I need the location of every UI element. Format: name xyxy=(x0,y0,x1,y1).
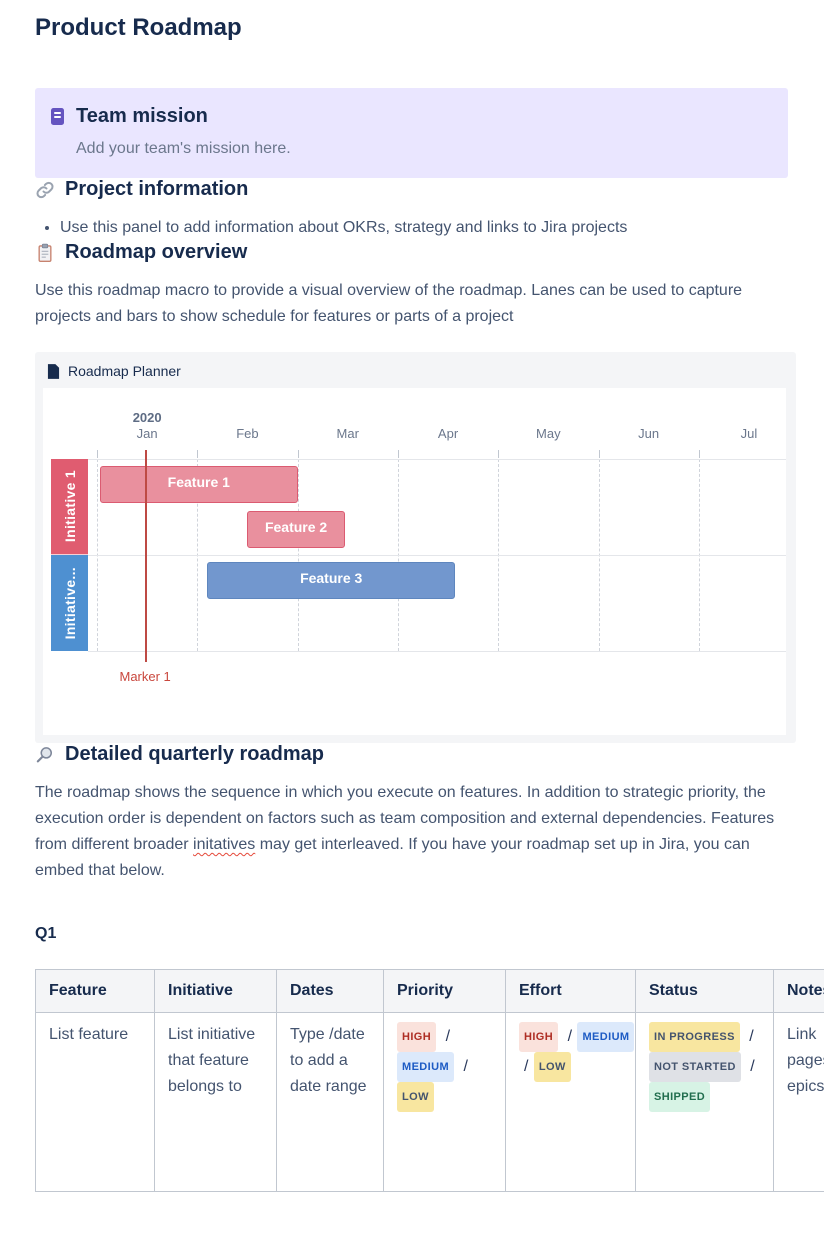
feature-bar-feature-2[interactable]: Feature 2 xyxy=(247,511,344,548)
feature-bar-label: Feature 1 xyxy=(168,474,230,490)
detailed-roadmap-paragraph: The roadmap shows the sequence in which … xyxy=(35,780,788,884)
q1-roadmap-table: Feature Initiative Dates Priority Effort… xyxy=(35,969,824,1192)
badge-separator: / xyxy=(524,1058,528,1075)
lane-label-text: Initiative... xyxy=(62,567,78,639)
timeline-month-label: Mar xyxy=(298,426,398,441)
project-information-title: Project information xyxy=(65,178,248,201)
lozenge-medium: MEDIUM xyxy=(577,1022,634,1052)
month-tick xyxy=(599,450,600,458)
badge-separator: / xyxy=(463,1058,467,1075)
detailed-roadmap-title: Detailed quarterly roadmap xyxy=(65,743,324,766)
month-tick xyxy=(498,450,499,458)
cell-feature: List feature xyxy=(36,1013,155,1192)
lozenge-high: HIGH xyxy=(397,1022,436,1052)
lane-separator-line xyxy=(88,459,786,460)
mission-placeholder: Add your team's mission here. xyxy=(76,140,772,158)
cell-initiative: List initiative that feature belongs to xyxy=(155,1013,277,1192)
badge-separator: / xyxy=(750,1058,754,1075)
badge-line: HIGH / MEDIUM xyxy=(519,1022,622,1052)
marker-label: Marker 1 xyxy=(95,669,195,684)
col-header-dates: Dates xyxy=(277,970,384,1013)
badge-line: LOW xyxy=(397,1082,492,1112)
cell-notes: Linkpagesepics xyxy=(774,1013,824,1192)
lane-label-text: Initiative 1 xyxy=(62,470,78,542)
roadmap-overview-description: Use this roadmap macro to provide a visu… xyxy=(35,278,788,330)
month-tick xyxy=(699,450,700,458)
lozenge-in-progress: IN PROGRESS xyxy=(649,1022,740,1052)
journal-icon xyxy=(51,108,64,125)
badge-line: SHIPPED xyxy=(649,1082,760,1112)
macro-label: Roadmap Planner xyxy=(68,363,181,379)
link-icon xyxy=(35,180,55,200)
timeline-month-label: Jan xyxy=(97,426,197,441)
lozenge-low: LOW xyxy=(397,1082,434,1112)
project-information-bullet: Use this panel to add information about … xyxy=(60,215,788,241)
timeline-year-label: 2020 xyxy=(97,410,197,425)
q1-heading: Q1 xyxy=(35,925,788,943)
lane-label-1[interactable]: Initiative 1 xyxy=(51,459,88,555)
lozenge-medium: MEDIUM xyxy=(397,1052,454,1082)
month-tick xyxy=(398,450,399,458)
mission-title: Team mission xyxy=(76,105,208,128)
badge-line: NOT STARTED / xyxy=(649,1052,760,1082)
feature-bar-feature-1[interactable]: Feature 1 xyxy=(100,466,298,503)
badge-line: HIGH / xyxy=(397,1022,492,1052)
lozenge-not-started: NOT STARTED xyxy=(649,1052,741,1082)
col-header-notes: Notes xyxy=(774,970,824,1013)
col-header-status: Status xyxy=(636,970,774,1013)
timeline-month-label: Jun xyxy=(599,426,699,441)
lozenge-shipped: SHIPPED xyxy=(649,1082,710,1112)
feature-bar-label: Feature 3 xyxy=(300,570,362,586)
badge-separator: / xyxy=(749,1028,753,1045)
badge-separator: / xyxy=(568,1028,572,1045)
cell-status: IN PROGRESS / NOT STARTED / SHIPPED xyxy=(636,1013,774,1192)
col-header-effort: Effort xyxy=(506,970,636,1013)
lozenge-high: HIGH xyxy=(519,1022,558,1052)
marker-line[interactable] xyxy=(145,450,147,662)
timeline-month-label: Apr xyxy=(398,426,498,441)
detailed-roadmap-heading: Detailed quarterly roadmap xyxy=(35,743,788,766)
page-title: Product Roadmap xyxy=(35,14,788,42)
clipboard-icon xyxy=(35,243,55,263)
table-header-row: Feature Initiative Dates Priority Effort… xyxy=(36,970,824,1013)
q1-table-container: Feature Initiative Dates Priority Effort… xyxy=(35,969,824,1192)
timeline-month-label: Feb xyxy=(197,426,297,441)
roadmap-overview-heading: Roadmap overview xyxy=(35,241,788,264)
misspelled-word: initatives xyxy=(193,836,255,853)
col-header-initiative: Initiative xyxy=(155,970,277,1013)
team-mission-panel: Team mission Add your team's mission her… xyxy=(35,88,788,178)
badge-line: / LOW xyxy=(519,1052,622,1082)
col-header-priority: Priority xyxy=(384,970,506,1013)
lane-separator-line xyxy=(88,651,786,652)
timeline-month-label: May xyxy=(498,426,598,441)
cell-dates: Type /date to add a date range xyxy=(277,1013,384,1192)
badge-separator: / xyxy=(446,1028,450,1045)
month-tick xyxy=(97,450,98,458)
badge-line: MEDIUM / xyxy=(397,1052,492,1082)
cell-priority: HIGH / MEDIUM / LOW xyxy=(384,1013,506,1192)
month-tick xyxy=(298,450,299,458)
magnifier-icon xyxy=(35,745,55,765)
month-tick xyxy=(197,450,198,458)
table-row: List feature List initiative that featur… xyxy=(36,1013,824,1192)
lane-separator-line xyxy=(88,555,786,556)
document-icon xyxy=(47,364,60,379)
project-information-heading: Project information xyxy=(35,178,788,201)
col-header-feature: Feature xyxy=(36,970,155,1013)
feature-bar-label: Feature 2 xyxy=(265,519,327,535)
timeline-month-label: Jul xyxy=(699,426,786,441)
lane-label-2[interactable]: Initiative... xyxy=(51,555,88,651)
cell-effort: HIGH / MEDIUM / LOW xyxy=(506,1013,636,1192)
lozenge-low: LOW xyxy=(534,1052,571,1082)
badge-line: IN PROGRESS / xyxy=(649,1022,760,1052)
feature-bar-feature-3[interactable]: Feature 3 xyxy=(207,562,455,599)
roadmap-overview-title: Roadmap overview xyxy=(65,241,247,264)
